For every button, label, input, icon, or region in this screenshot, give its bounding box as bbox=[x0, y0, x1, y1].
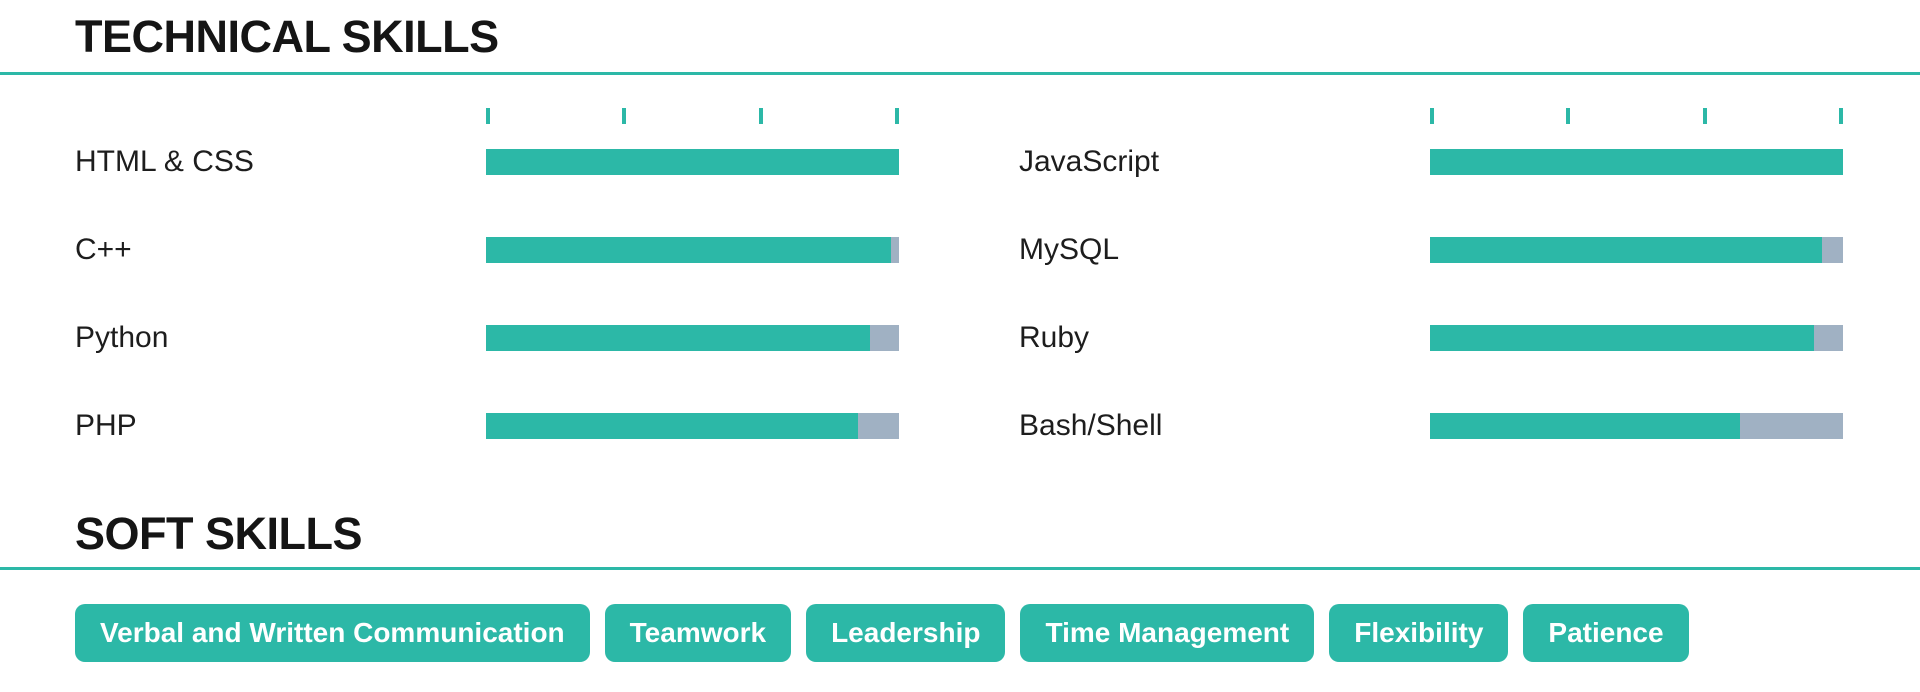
soft-skill-pill: Verbal and Written Communication bbox=[75, 604, 590, 662]
skill-bar-track bbox=[1430, 149, 1843, 175]
technical-skills-section: TECHNICAL SKILLS HTML & CSS C++ Python PHP J… bbox=[0, 11, 1920, 442]
technical-skills-title: TECHNICAL SKILLS bbox=[75, 11, 499, 62]
scale-tick-mark bbox=[758, 108, 763, 124]
skill-row: PHP bbox=[75, 409, 899, 442]
soft-skill-pill: Flexibility bbox=[1329, 604, 1509, 662]
skill-bar-track bbox=[1430, 413, 1843, 439]
skill-bar-fill bbox=[486, 149, 899, 175]
skill-bar-track bbox=[486, 413, 899, 439]
soft-skill-pill: Teamwork bbox=[604, 604, 792, 662]
scale-tick-mark bbox=[1702, 108, 1707, 124]
skill-column: JavaScript MySQL Ruby Bash/Shell bbox=[1019, 75, 1843, 442]
scale-tick-mark bbox=[1430, 108, 1434, 124]
skill-bar-fill bbox=[1430, 325, 1815, 351]
skill-label: PHP bbox=[75, 409, 137, 442]
skill-label: JavaScript bbox=[1019, 145, 1160, 178]
skill-bar-fill bbox=[486, 325, 871, 351]
scale-tick-mark bbox=[486, 108, 490, 124]
skill-scale-ticks bbox=[486, 108, 899, 124]
soft-skills-section: SOFT SKILLS Verbal and Written Communica… bbox=[0, 507, 1920, 662]
skill-row: Ruby bbox=[1019, 321, 1843, 354]
skill-bar-fill bbox=[1430, 237, 1823, 263]
skill-column: HTML & CSS C++ Python PHP bbox=[75, 75, 899, 442]
skill-bar-fill bbox=[1430, 413, 1740, 439]
skill-bar-track bbox=[486, 237, 899, 263]
skill-bar-fill bbox=[486, 413, 858, 439]
scale-tick-mark bbox=[894, 108, 899, 124]
skill-bar-track bbox=[1430, 237, 1843, 263]
skill-label: Bash/Shell bbox=[1019, 409, 1163, 442]
scale-tick-mark bbox=[622, 108, 627, 124]
skill-label: HTML & CSS bbox=[75, 145, 254, 178]
soft-skill-pill: Time Management bbox=[1020, 604, 1315, 662]
scale-tick-mark bbox=[1566, 108, 1571, 124]
soft-section-divider bbox=[0, 567, 1920, 570]
skill-label: Python bbox=[75, 321, 169, 354]
skill-bar-fill bbox=[486, 237, 891, 263]
soft-skill-pill: Leadership bbox=[806, 604, 1006, 662]
skill-label: Ruby bbox=[1019, 321, 1090, 354]
skill-bar-track bbox=[1430, 325, 1843, 351]
skill-bar-track bbox=[486, 325, 899, 351]
technical-section-divider bbox=[0, 72, 1920, 75]
skill-label: C++ bbox=[75, 233, 132, 266]
skill-row: C++ bbox=[75, 233, 899, 266]
skills-grid: HTML & CSS C++ Python PHP JavaScript MySQL Rub… bbox=[0, 75, 1920, 442]
skill-row: HTML & CSS bbox=[75, 145, 899, 178]
skill-bar-track bbox=[486, 149, 899, 175]
scale-tick-mark bbox=[1838, 108, 1843, 124]
skill-row: Bash/Shell bbox=[1019, 409, 1843, 442]
skill-bar-fill bbox=[1430, 149, 1843, 175]
soft-skill-badges: Verbal and Written Communication Teamwork… bbox=[0, 604, 1920, 662]
skill-scale-ticks bbox=[1430, 108, 1843, 124]
skill-row: JavaScript bbox=[1019, 145, 1843, 178]
soft-skill-pill: Patience bbox=[1523, 604, 1689, 662]
soft-skills-title: SOFT SKILLS bbox=[75, 508, 363, 559]
skill-label: MySQL bbox=[1019, 233, 1120, 266]
skill-row: MySQL bbox=[1019, 233, 1843, 266]
skill-row: Python bbox=[75, 321, 899, 354]
